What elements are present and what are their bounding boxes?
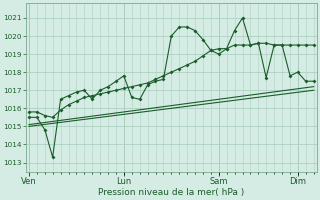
X-axis label: Pression niveau de la mer( hPa ): Pression niveau de la mer( hPa ) bbox=[98, 188, 244, 197]
